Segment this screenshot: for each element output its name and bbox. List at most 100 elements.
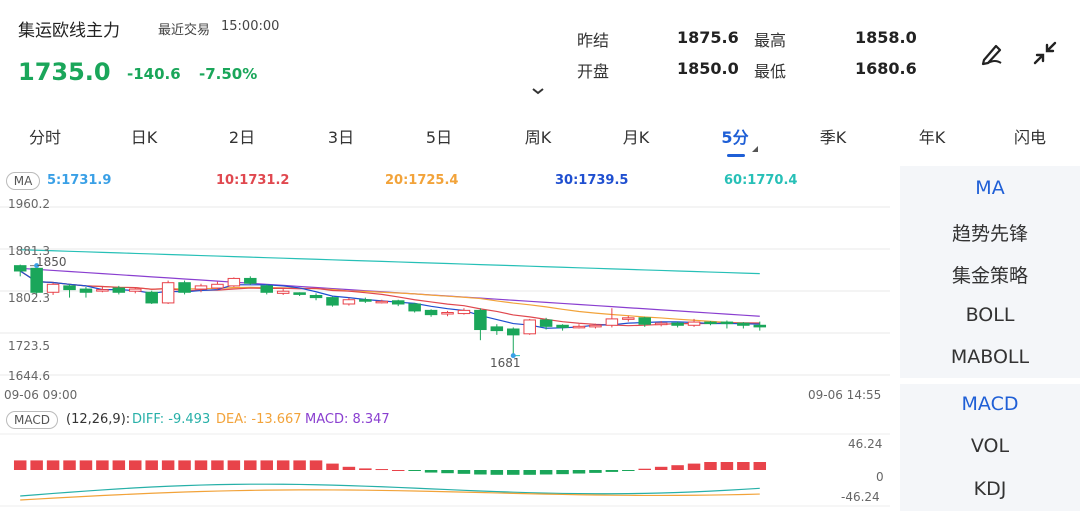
high-label: 最高 [754, 31, 787, 50]
indicator-ma[interactable]: MA [975, 177, 1005, 199]
high-marker-dot [34, 263, 40, 269]
macd-histogram-bar [178, 460, 191, 470]
candle-body [457, 309, 471, 315]
macd-histogram-bar [342, 466, 356, 470]
low-value: 1680.6 [855, 59, 917, 78]
tab-month[interactable]: 月K [622, 128, 650, 147]
candle-body [539, 319, 553, 327]
candle-body [276, 290, 290, 294]
macd-histogram-bar [13, 460, 27, 470]
indicator-jijin[interactable]: 集金策略 [951, 265, 1028, 287]
tab-week[interactable]: 周K [524, 128, 552, 147]
tab-flash[interactable]: 闪电 [1013, 128, 1047, 147]
instrument-title: 集运欧线主力 [18, 21, 120, 41]
ma10-line [19, 270, 760, 327]
candle-body [572, 325, 586, 329]
macd-histogram-bar [326, 463, 339, 470]
ma20-value: 20:1725.4 [385, 173, 459, 188]
macd-indicator-badge[interactable]: MACD [6, 411, 58, 429]
candle-body [211, 283, 224, 289]
tab-5min[interactable]: 5分 [721, 128, 749, 147]
candle-body [523, 319, 536, 335]
tab-season[interactable]: 季K [819, 128, 847, 147]
last-trade-label: 最近交易 [158, 23, 211, 38]
indicator-maboll[interactable]: MABOLL [950, 346, 1030, 368]
low-marker-label: 1681 [490, 356, 521, 370]
indicator-macd[interactable]: MACD [961, 393, 1019, 415]
macd-value: MACD: 8.347 [305, 412, 390, 427]
macd-histogram-bar [720, 462, 734, 470]
indicator-panel: MA 趋势先锋 集金策略 BOLL MABOLL MACD VOL KDJ [900, 166, 1080, 511]
macd-histogram-bar [424, 470, 438, 473]
macd-chart[interactable] [0, 432, 890, 508]
tab-fenshi[interactable]: 分时 [28, 128, 62, 147]
candle-body [244, 277, 257, 284]
macd-diff-line [20, 483, 760, 497]
candle-body [441, 312, 454, 315]
candle-body [326, 297, 339, 306]
indicator-boll[interactable]: BOLL [965, 304, 1015, 326]
price-change-percent: -7.50% [199, 65, 258, 83]
panel-divider [900, 378, 1080, 384]
macd-histogram-bar [276, 460, 290, 470]
macd-histogram-bar [556, 470, 569, 475]
candle-body [194, 285, 208, 290]
candle-body [260, 285, 273, 293]
macd-histogram-bar [490, 470, 504, 475]
ma5-line [19, 270, 760, 329]
candle-body [178, 282, 191, 293]
macd-histogram-bar [737, 462, 750, 470]
tab-day[interactable]: 日K [130, 128, 158, 147]
candle-body [704, 321, 717, 325]
candlestick-chart[interactable] [0, 195, 890, 385]
indicator-vol[interactable]: VOL [970, 435, 1010, 457]
candle-body [391, 300, 405, 305]
macd-diff: DIFF: -9.493 [132, 412, 211, 427]
macd-histogram-bar [96, 460, 109, 470]
candle-body [687, 321, 701, 326]
macd-histogram-bar [30, 460, 43, 470]
y-axis-label-4: 1723.5 [8, 339, 50, 353]
tab-5day[interactable]: 5日 [425, 128, 453, 147]
ma20-line [19, 270, 760, 325]
macd-histogram-bar [145, 460, 158, 470]
chevron-down-icon[interactable] [531, 86, 545, 96]
last-price: 1735.0 [18, 58, 111, 86]
ma10-value: 10:1731.2 [216, 173, 290, 188]
macd-params: (12,26,9): [66, 412, 131, 427]
indicator-trend[interactable]: 趋势先锋 [951, 223, 1028, 245]
high-value: 1858.0 [855, 28, 917, 47]
pen-draw-icon[interactable] [975, 36, 1009, 70]
active-tab-indicator [727, 154, 745, 157]
ma60-line [20, 249, 760, 275]
tab-year[interactable]: 年K [918, 128, 946, 147]
indicator-kdj[interactable]: KDJ [973, 478, 1007, 500]
ma-indicator-badge[interactable]: MA [6, 172, 40, 190]
tab-dropdown-corner-icon[interactable] [752, 146, 758, 152]
high-marker-label: 1850 [36, 255, 67, 269]
candle-body [474, 309, 487, 331]
candle-body [737, 322, 750, 326]
macd-histogram-bar [753, 462, 767, 470]
candle-body [79, 288, 93, 293]
macd-histogram-bar [622, 470, 635, 471]
tab-3day[interactable]: 3日 [327, 128, 355, 147]
y-axis-bottom-label: 1644.6 [8, 369, 50, 383]
tab-2day[interactable]: 2日 [228, 128, 256, 147]
macd-histogram-bar [359, 468, 372, 470]
macd-histogram-bar [572, 470, 586, 474]
low-label: 最低 [754, 62, 787, 81]
candle-body [375, 300, 389, 304]
candle-body [622, 317, 635, 320]
candle-body [638, 317, 651, 325]
candle-body [161, 282, 175, 304]
x-axis-start-time: 09-06 09:00 [4, 388, 78, 402]
macd-histogram-bar [474, 470, 487, 475]
candle-body [293, 292, 306, 295]
collapse-arrows-icon[interactable] [1028, 36, 1062, 70]
candle-body [309, 294, 323, 299]
macd-histogram-bar [194, 460, 208, 470]
macd-y-bottom: -46.24 [841, 490, 880, 504]
price-change: -140.6 [127, 65, 181, 83]
candle-body [342, 299, 356, 305]
